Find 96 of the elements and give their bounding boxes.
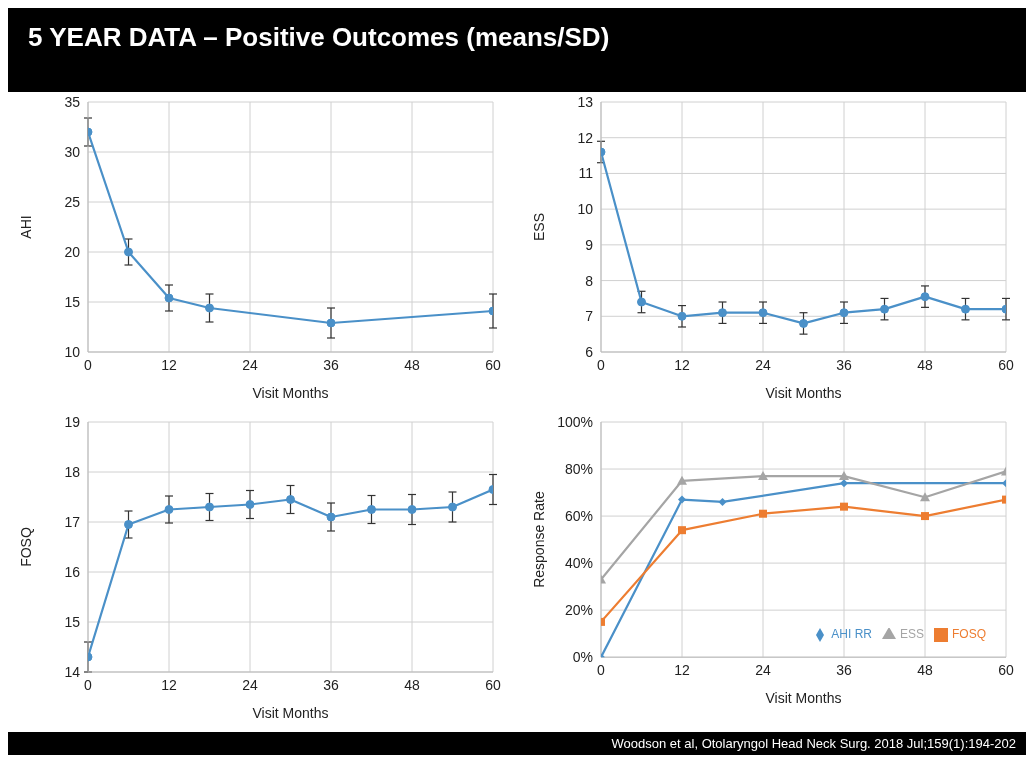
x-axis-title: Visit Months bbox=[252, 705, 329, 721]
point bbox=[840, 502, 848, 511]
point bbox=[164, 293, 174, 303]
x-tick-label: 36 bbox=[323, 356, 339, 373]
point bbox=[326, 318, 336, 328]
point bbox=[637, 297, 646, 307]
point bbox=[718, 308, 727, 318]
y-tick-label: 18 bbox=[64, 463, 81, 480]
point bbox=[961, 304, 970, 314]
y-tick-label: 20% bbox=[564, 602, 593, 619]
point bbox=[677, 475, 687, 485]
y-tick-label: 40% bbox=[564, 555, 593, 572]
point bbox=[124, 520, 133, 529]
y-tick-label: 9 bbox=[585, 236, 594, 253]
x-axis-title: Visit Months bbox=[252, 385, 329, 401]
point bbox=[840, 479, 848, 488]
x-tick-label: 48 bbox=[917, 356, 933, 373]
y-tick-label: 20 bbox=[64, 243, 81, 260]
x-tick-label: 0 bbox=[84, 356, 93, 373]
point bbox=[920, 292, 930, 302]
point bbox=[245, 500, 255, 509]
y-tick-label: 25 bbox=[64, 193, 81, 210]
point bbox=[799, 318, 808, 328]
y-tick-label: 15 bbox=[64, 293, 81, 310]
y-axis-title: ESS bbox=[530, 212, 547, 242]
point bbox=[124, 247, 133, 257]
x-tick-label: 24 bbox=[755, 662, 771, 679]
point bbox=[759, 509, 767, 518]
x-tick-label: 36 bbox=[323, 676, 339, 693]
y-tick-label: 10 bbox=[64, 343, 81, 360]
legend-label: FOSQ bbox=[951, 627, 986, 642]
y-tick-label: 16 bbox=[64, 563, 81, 580]
y-tick-label: 10 bbox=[577, 201, 594, 218]
point bbox=[921, 512, 929, 521]
x-axis-title: Visit Months bbox=[765, 690, 842, 707]
point bbox=[205, 502, 214, 512]
x-tick-label: 60 bbox=[485, 356, 501, 373]
y-tick-label: 0% bbox=[572, 649, 593, 666]
y-axis-title: AHI bbox=[17, 215, 34, 239]
y-tick-label: 8 bbox=[585, 272, 594, 289]
point bbox=[407, 505, 417, 514]
point bbox=[920, 492, 930, 502]
y-tick-label: 19 bbox=[64, 413, 81, 430]
y-tick-label: 7 bbox=[585, 308, 594, 325]
x-tick-label: 12 bbox=[161, 356, 177, 373]
x-tick-label: 36 bbox=[836, 662, 852, 679]
y-tick-label: 100% bbox=[557, 413, 593, 430]
point bbox=[839, 308, 849, 318]
x-tick-label: 12 bbox=[674, 356, 690, 373]
x-tick-label: 0 bbox=[84, 676, 93, 693]
chart-title: 5 YEAR DATA – Positive Outcomes (means/SD) bbox=[28, 22, 610, 52]
y-tick-label: 80% bbox=[564, 461, 593, 477]
point bbox=[880, 304, 889, 314]
point bbox=[758, 308, 768, 318]
point bbox=[205, 303, 214, 313]
x-axis-title: Visit Months bbox=[765, 385, 842, 401]
legend-label: AHI RR bbox=[831, 627, 872, 642]
point bbox=[677, 311, 687, 321]
y-tick-label: 12 bbox=[577, 129, 594, 146]
x-tick-label: 12 bbox=[674, 662, 690, 679]
x-tick-label: 48 bbox=[404, 676, 420, 693]
y-tick-label: 15 bbox=[64, 613, 81, 630]
point bbox=[758, 471, 768, 481]
point bbox=[718, 497, 727, 506]
legend-label: ESS bbox=[899, 627, 924, 642]
text: Woodson et al, Otolaryngol Head Neck Surg. 2018 Jul;159(1):194-202 bbox=[611, 736, 1016, 751]
x-tick-label: 48 bbox=[917, 662, 933, 679]
x-tick-label: 36 bbox=[836, 356, 852, 373]
x-tick-label: 24 bbox=[242, 676, 258, 693]
point bbox=[678, 495, 686, 504]
x-tick-label: 0 bbox=[597, 356, 606, 373]
y-tick-label: 30 bbox=[64, 143, 81, 160]
point bbox=[164, 505, 174, 514]
y-tick-label: 17 bbox=[64, 513, 81, 530]
y-tick-label: 35 bbox=[64, 93, 81, 110]
point bbox=[286, 495, 295, 504]
x-tick-label: 60 bbox=[998, 662, 1014, 679]
y-tick-label: 60% bbox=[564, 508, 593, 525]
point bbox=[367, 505, 376, 514]
point bbox=[326, 512, 336, 522]
x-tick-label: 24 bbox=[242, 356, 258, 373]
x-tick-label: 60 bbox=[998, 356, 1014, 373]
y-axis-title: FOSQ bbox=[17, 527, 34, 567]
y-axis-title: Response Rate bbox=[530, 491, 547, 588]
point bbox=[678, 526, 686, 535]
y-tick-label: 13 bbox=[577, 93, 594, 110]
x-tick-label: 0 bbox=[597, 662, 606, 679]
y-tick-label: 14 bbox=[64, 663, 81, 680]
x-tick-label: 48 bbox=[404, 356, 420, 373]
point bbox=[839, 471, 849, 481]
y-tick-label: 6 bbox=[585, 343, 594, 360]
point bbox=[448, 502, 457, 512]
x-tick-label: 60 bbox=[485, 676, 501, 693]
y-tick-label: 11 bbox=[578, 165, 594, 182]
x-tick-label: 24 bbox=[755, 356, 771, 373]
x-tick-label: 12 bbox=[161, 676, 177, 693]
